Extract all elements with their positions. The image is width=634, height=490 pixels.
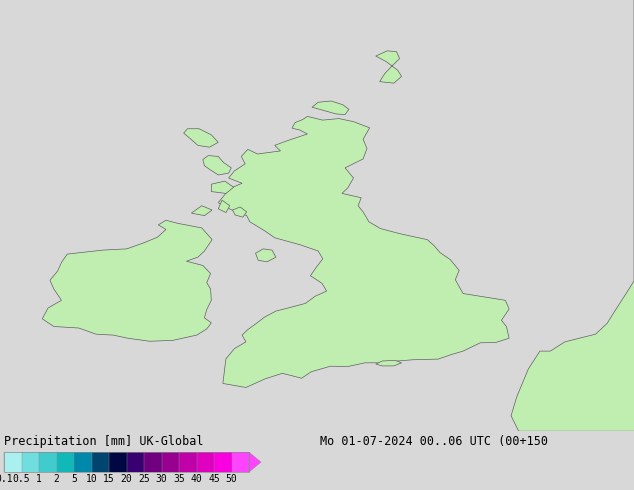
Bar xyxy=(39,452,56,472)
Text: 25: 25 xyxy=(138,474,150,484)
Polygon shape xyxy=(184,129,218,147)
Bar xyxy=(197,452,214,472)
Polygon shape xyxy=(376,360,401,366)
Bar xyxy=(74,452,91,472)
Bar xyxy=(109,452,127,472)
Text: 15: 15 xyxy=(103,474,115,484)
Text: 0.5: 0.5 xyxy=(13,474,30,484)
Bar xyxy=(214,452,231,472)
Polygon shape xyxy=(191,206,212,216)
Polygon shape xyxy=(218,200,230,213)
Text: 10: 10 xyxy=(86,474,98,484)
Text: 45: 45 xyxy=(208,474,220,484)
Text: 50: 50 xyxy=(226,474,237,484)
Text: 30: 30 xyxy=(155,474,167,484)
Polygon shape xyxy=(211,181,233,194)
Bar xyxy=(179,452,197,472)
Bar xyxy=(144,452,162,472)
Bar xyxy=(56,452,74,472)
Polygon shape xyxy=(376,51,401,83)
Text: Mo 01-07-2024 00..06 UTC (00+150: Mo 01-07-2024 00..06 UTC (00+150 xyxy=(320,435,548,448)
Text: Precipitation [mm] UK-Global: Precipitation [mm] UK-Global xyxy=(4,435,204,448)
Text: 35: 35 xyxy=(173,474,185,484)
Polygon shape xyxy=(312,101,349,115)
Bar xyxy=(91,452,109,472)
Polygon shape xyxy=(42,220,212,341)
Polygon shape xyxy=(249,452,261,472)
Polygon shape xyxy=(256,249,276,262)
Text: 2: 2 xyxy=(53,474,60,484)
Polygon shape xyxy=(203,155,231,175)
Polygon shape xyxy=(218,117,509,388)
Bar xyxy=(4,452,22,472)
Polygon shape xyxy=(511,0,634,431)
Bar xyxy=(22,452,39,472)
Text: 5: 5 xyxy=(71,474,77,484)
Bar xyxy=(162,452,179,472)
Text: 1: 1 xyxy=(36,474,42,484)
Bar xyxy=(231,452,249,472)
Text: 20: 20 xyxy=(120,474,133,484)
Bar xyxy=(4,452,249,472)
Text: 40: 40 xyxy=(191,474,202,484)
Text: 0.1: 0.1 xyxy=(0,474,13,484)
Polygon shape xyxy=(233,207,247,217)
Bar xyxy=(127,452,144,472)
